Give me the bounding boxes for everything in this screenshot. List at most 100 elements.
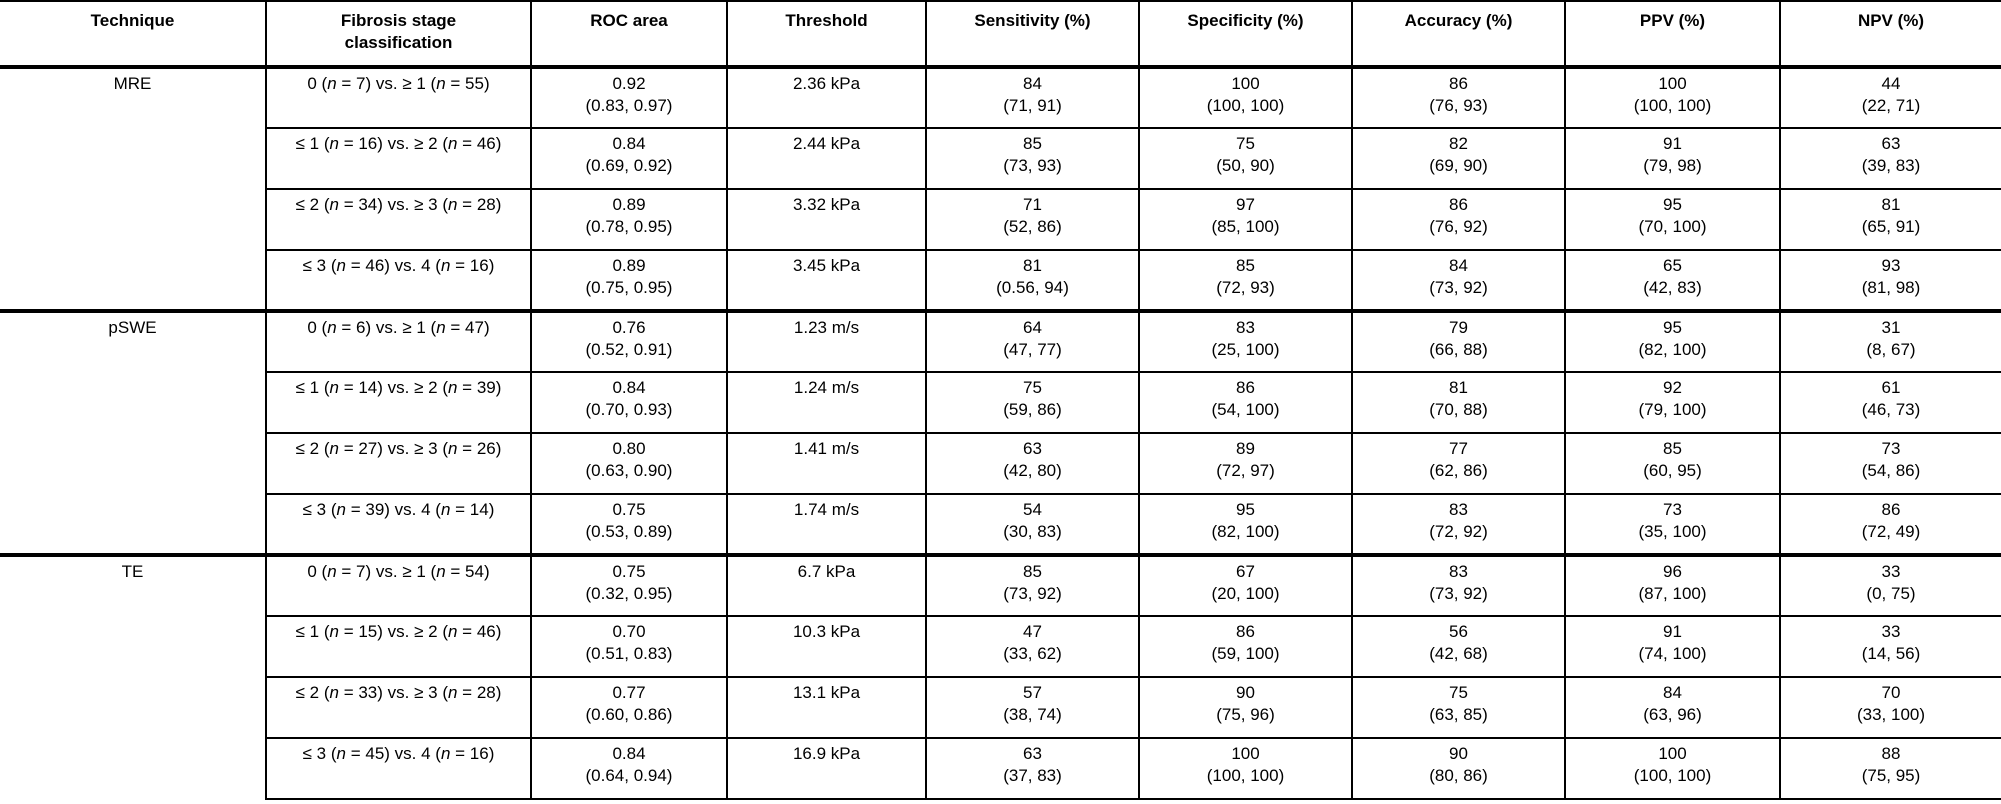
cell-specificity: 85 (72, 93) — [1138, 249, 1352, 311]
accuracy-value: 83 — [1449, 500, 1468, 519]
sensitivity-ci: (30, 83) — [1003, 522, 1062, 541]
column-header-technique: Technique — [0, 0, 266, 69]
sensitivity-ci: (37, 83) — [1003, 766, 1062, 785]
sensitivity-ci: (71, 91) — [1003, 96, 1062, 115]
table-row: ≤ 3 (n = 39) vs. 4 (n = 14) 0.75 (0.53, … — [0, 493, 2001, 555]
cell-threshold: 1.41 m/s — [726, 432, 926, 494]
accuracy-ci: (66, 88) — [1429, 340, 1488, 359]
sensitivity-value: 71 — [1023, 195, 1042, 214]
ppv-ci: (100, 100) — [1633, 766, 1712, 785]
threshold-value: 16.9 kPa — [792, 744, 861, 763]
specificity-ci: (75, 96) — [1216, 705, 1275, 724]
npv-ci: (72, 49) — [1861, 522, 1921, 541]
accuracy-ci: (76, 92) — [1429, 217, 1488, 236]
cell-specificity: 86 (59, 100) — [1138, 615, 1352, 677]
roc-ci: (0.78, 0.95) — [585, 217, 673, 236]
specificity-value: 100 — [1231, 744, 1260, 763]
cell-accuracy: 56 (42, 68) — [1351, 615, 1565, 677]
roc-value: 0.84 — [612, 744, 646, 763]
cell-roc-area: 0.84 (0.64, 0.94) — [530, 737, 727, 800]
specificity-value: 97 — [1236, 195, 1255, 214]
accuracy-value: 77 — [1449, 439, 1468, 458]
specificity-ci: (54, 100) — [1211, 400, 1280, 419]
npv-value: 33 — [1881, 562, 1901, 581]
ppv-value: 92 — [1663, 378, 1682, 397]
cell-roc-area: 0.80 (0.63, 0.90) — [530, 432, 727, 494]
sensitivity-ci: (47, 77) — [1003, 340, 1062, 359]
accuracy-ci: (76, 93) — [1429, 96, 1488, 115]
accuracy-value: 81 — [1449, 378, 1468, 397]
threshold-value: 1.24 m/s — [793, 378, 860, 397]
npv-ci: (8, 67) — [1866, 340, 1916, 359]
cell-specificity: 95 (82, 100) — [1138, 493, 1352, 555]
cell-ppv: 73 (35, 100) — [1564, 493, 1780, 555]
sensitivity-value: 63 — [1023, 744, 1042, 763]
roc-ci: (0.83, 0.97) — [585, 96, 673, 115]
cell-accuracy: 86 (76, 93) — [1351, 65, 1565, 128]
cell-roc-area: 0.76 (0.52, 0.91) — [530, 309, 727, 372]
threshold-value: 2.36 kPa — [792, 74, 861, 93]
npv-value: 86 — [1881, 500, 1901, 519]
cell-npv: 73 (54, 86) — [1779, 432, 2001, 494]
cell-fibrosis-classification: ≤ 3 (n = 46) vs. 4 (n = 16) — [265, 249, 531, 311]
accuracy-ci: (72, 92) — [1429, 522, 1488, 541]
roc-value: 0.77 — [612, 683, 646, 702]
specificity-value: 85 — [1236, 256, 1255, 275]
sensitivity-value: 63 — [1023, 439, 1042, 458]
cell-ppv: 95 (70, 100) — [1564, 188, 1780, 250]
cell-specificity: 75 (50, 90) — [1138, 127, 1352, 189]
cell-accuracy: 81 (70, 88) — [1351, 371, 1565, 433]
accuracy-ci: (42, 68) — [1429, 644, 1488, 663]
table-row: ≤ 1 (n = 16) vs. ≥ 2 (n = 46) 0.84 (0.69… — [0, 127, 2001, 189]
cell-threshold: 3.32 kPa — [726, 188, 926, 250]
sensitivity-value: 85 — [1023, 134, 1042, 153]
cell-fibrosis-classification: 0 (n = 7) vs. ≥ 1 (n = 54) — [265, 553, 531, 616]
roc-value: 0.75 — [612, 562, 646, 581]
specificity-ci: (100, 100) — [1206, 766, 1285, 785]
sensitivity-value: 54 — [1023, 500, 1042, 519]
cell-threshold: 16.9 kPa — [726, 737, 926, 800]
specificity-ci: (20, 100) — [1211, 584, 1280, 603]
cell-ppv: 91 (79, 98) — [1564, 127, 1780, 189]
npv-ci: (54, 86) — [1861, 461, 1921, 480]
threshold-value: 3.45 kPa — [792, 256, 861, 275]
column-header-threshold: Threshold — [726, 0, 926, 69]
table-row: ≤ 1 (n = 15) vs. ≥ 2 (n = 46) 0.70 (0.51… — [0, 615, 2001, 677]
cell-roc-area: 0.77 (0.60, 0.86) — [530, 676, 727, 738]
cell-sensitivity: 85 (73, 93) — [925, 127, 1139, 189]
ppv-value: 84 — [1663, 683, 1682, 702]
ppv-value: 95 — [1663, 318, 1682, 337]
specificity-value: 86 — [1236, 622, 1255, 641]
column-header-roc-area: ROC area — [530, 0, 727, 69]
accuracy-value: 90 — [1449, 744, 1468, 763]
cell-ppv: 65 (42, 83) — [1564, 249, 1780, 311]
npv-ci: (14, 56) — [1861, 644, 1921, 663]
table-row: ≤ 2 (n = 33) vs. ≥ 3 (n = 28) 0.77 (0.60… — [0, 676, 2001, 738]
cell-roc-area: 0.89 (0.75, 0.95) — [530, 249, 727, 311]
cell-fibrosis-classification: ≤ 2 (n = 33) vs. ≥ 3 (n = 28) — [265, 676, 531, 738]
cell-accuracy: 82 (69, 90) — [1351, 127, 1565, 189]
accuracy-ci: (69, 90) — [1429, 156, 1488, 175]
cell-threshold: 10.3 kPa — [726, 615, 926, 677]
npv-ci: (33, 100) — [1856, 705, 1926, 724]
cell-specificity: 97 (85, 100) — [1138, 188, 1352, 250]
cell-fibrosis-classification: ≤ 3 (n = 45) vs. 4 (n = 16) — [265, 737, 531, 800]
cell-roc-area: 0.84 (0.70, 0.93) — [530, 371, 727, 433]
specificity-value: 67 — [1236, 562, 1255, 581]
npv-ci: (0, 75) — [1866, 584, 1916, 603]
cell-ppv: 95 (82, 100) — [1564, 309, 1780, 372]
cell-technique: pSWE — [0, 309, 266, 555]
cell-sensitivity: 84 (71, 91) — [925, 65, 1139, 128]
cell-roc-area: 0.75 (0.32, 0.95) — [530, 553, 727, 616]
cell-sensitivity: 75 (59, 86) — [925, 371, 1139, 433]
cell-ppv: 85 (60, 95) — [1564, 432, 1780, 494]
table-row: MRE 0 (n = 7) vs. ≥ 1 (n = 55) 0.92 (0.8… — [0, 65, 2001, 311]
sensitivity-ci: (73, 92) — [1003, 584, 1062, 603]
cell-accuracy: 83 (73, 92) — [1351, 553, 1565, 616]
specificity-value: 89 — [1236, 439, 1255, 458]
ppv-ci: (42, 83) — [1643, 278, 1702, 297]
sensitivity-value: 81 — [1023, 256, 1042, 275]
ppv-ci: (79, 100) — [1638, 400, 1707, 419]
ppv-ci: (35, 100) — [1638, 522, 1707, 541]
roc-value: 0.70 — [612, 622, 646, 641]
